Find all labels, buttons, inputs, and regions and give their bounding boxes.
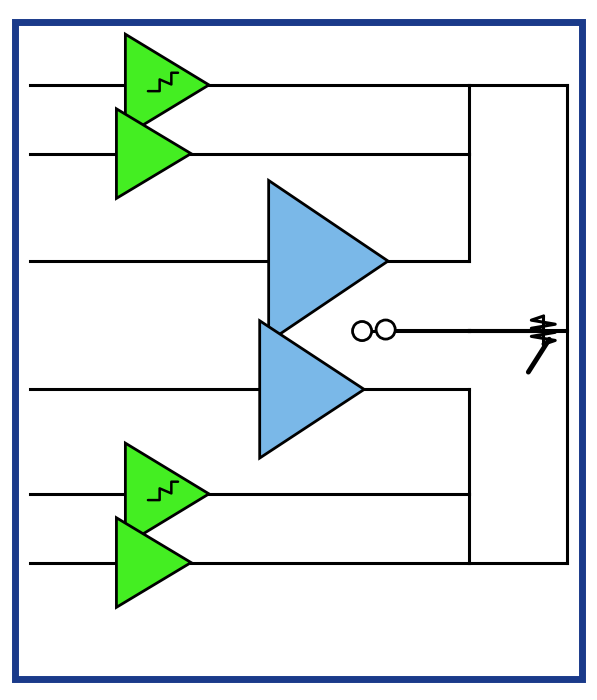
Polygon shape [125,34,209,136]
Polygon shape [116,518,191,608]
Polygon shape [269,181,388,342]
Polygon shape [116,108,191,198]
Polygon shape [125,443,209,545]
Circle shape [376,320,395,339]
Polygon shape [260,321,364,458]
Circle shape [352,321,371,341]
